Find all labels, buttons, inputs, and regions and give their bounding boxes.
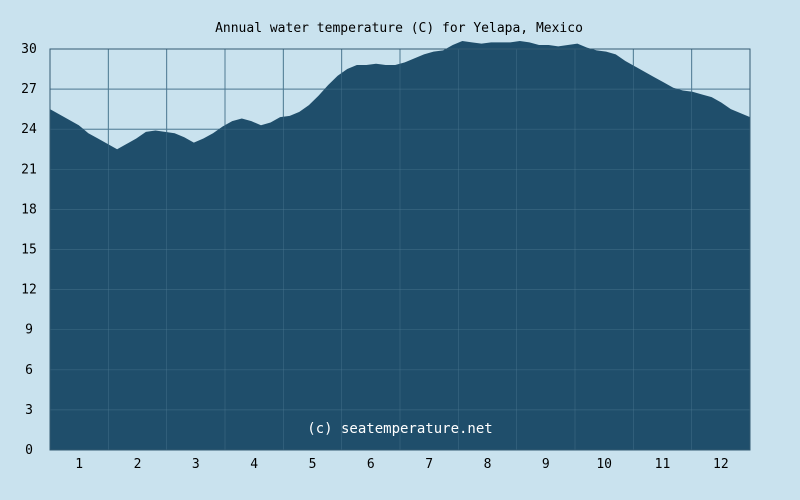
y-tick-label-9: 27 bbox=[21, 82, 37, 97]
y-tick-label-1: 3 bbox=[25, 403, 33, 418]
y-tick-label-8: 24 bbox=[21, 122, 37, 137]
y-tick-label-10: 30 bbox=[21, 42, 37, 57]
x-tick-label-6: 7 bbox=[425, 457, 433, 472]
x-tick-label-9: 10 bbox=[596, 457, 612, 472]
x-tick-label-0: 1 bbox=[75, 457, 83, 472]
y-tick-label-2: 6 bbox=[25, 363, 33, 378]
y-tick-label-4: 12 bbox=[21, 283, 37, 298]
plot-border bbox=[49, 48, 751, 451]
chart-title: Annual water temperature (C) for Yelapa,… bbox=[215, 21, 583, 36]
x-tick-label-2: 3 bbox=[192, 457, 200, 472]
y-tick-label-3: 9 bbox=[25, 323, 33, 338]
y-tick-label-5: 15 bbox=[21, 243, 37, 258]
x-tick-label-5: 6 bbox=[367, 457, 375, 472]
x-tick-label-10: 11 bbox=[655, 457, 671, 472]
x-tick-label-8: 9 bbox=[542, 457, 550, 472]
x-axis-labels: 1 2 3 4 5 6 7 8 9 10 11 12 bbox=[75, 457, 728, 472]
y-axis-labels: 0 3 6 9 12 15 18 21 24 27 30 bbox=[21, 42, 37, 458]
watermark-text: (c) seatemperature.net bbox=[307, 421, 492, 437]
y-tick-label-0: 0 bbox=[25, 443, 33, 458]
x-tick-label-3: 4 bbox=[250, 457, 258, 472]
x-tick-label-7: 8 bbox=[484, 457, 492, 472]
y-tick-label-7: 21 bbox=[21, 162, 37, 177]
x-tick-label-1: 2 bbox=[134, 457, 142, 472]
x-tick-label-4: 5 bbox=[309, 457, 317, 472]
y-tick-label-6: 18 bbox=[21, 202, 37, 217]
x-tick-label-11: 12 bbox=[713, 457, 729, 472]
